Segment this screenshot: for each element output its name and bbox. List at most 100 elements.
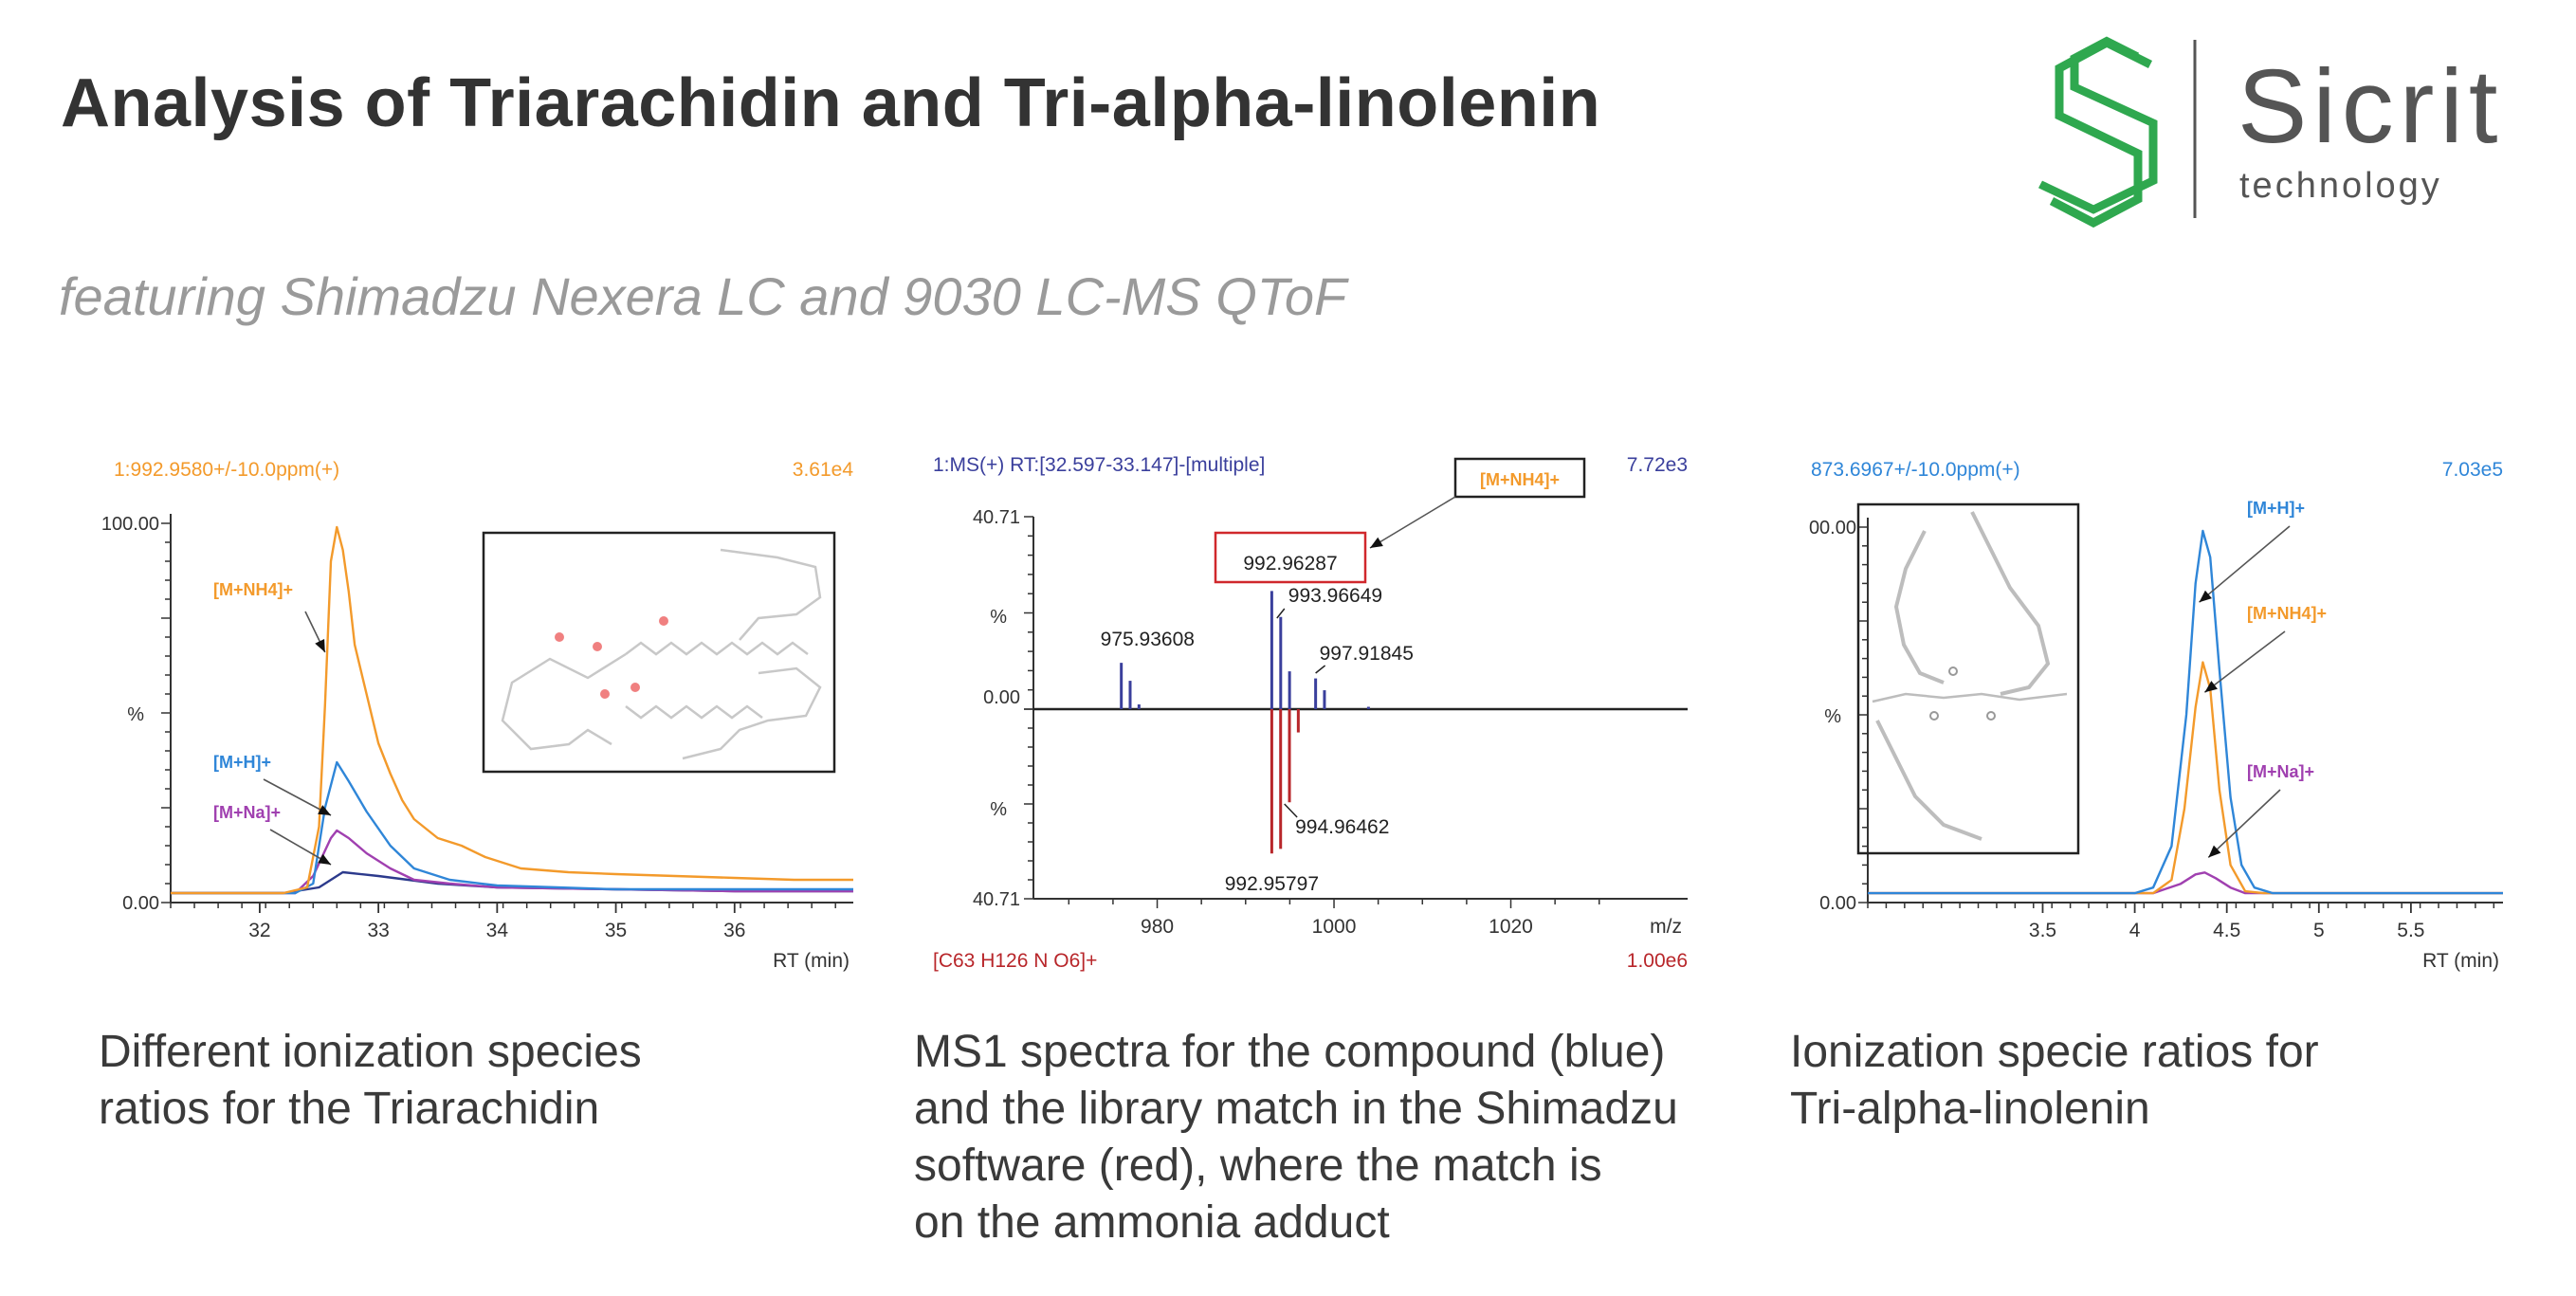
caption-line: on the ammonia adduct xyxy=(914,1197,1390,1248)
series-line--m-nh4- xyxy=(171,525,853,895)
fatty-chain xyxy=(720,548,822,641)
chart-triarachidin-xic: 1:992.9580+/-10.0ppm(+) 3.61e4 100.00 0.00%… xyxy=(101,459,854,972)
annotation-arrow-head xyxy=(315,639,325,652)
chart-panel-linolenin: 873.6967+/-10.0ppm(+) 7.03e5 00.00 0.00% 3.5… xyxy=(1754,446,2531,995)
oxygen-atom xyxy=(600,689,610,699)
series-line--m-na- xyxy=(1868,871,2503,895)
chart-header-left: 1:992.9580+/-10.0ppm(+) xyxy=(114,459,339,481)
y-tick-label-top: 00.00 xyxy=(1809,518,1856,538)
annotation-arrow xyxy=(2203,630,2286,693)
annotation-label: [M+NH4]+ xyxy=(1480,470,1560,489)
x-tick-label: 5.5 xyxy=(2397,920,2424,941)
annotation-label: [M+Na]+ xyxy=(213,803,281,822)
y-tick-label-zero: 0.00 xyxy=(983,687,1020,708)
fatty-chain xyxy=(501,652,627,751)
x-axis-label: RT (min) xyxy=(773,950,850,972)
fatty-chain xyxy=(1875,720,1982,841)
fatty-chain xyxy=(1893,530,1945,685)
caption-linolenin: Ionization specie ratios for Tri-alpha-l… xyxy=(1790,1024,2319,1138)
peak-label: 993.96649 xyxy=(1288,585,1382,607)
annotation-arrow xyxy=(263,778,332,816)
x-tick-label: 36 xyxy=(723,920,745,941)
chart-ms1-spectrum: 1:MS(+) RT:[32.597-33.147]-[multiple] 7.7… xyxy=(933,454,1688,972)
x-tick-label: 33 xyxy=(367,920,389,941)
chart-panel-ms1: 1:MS(+) RT:[32.597-33.147]-[multiple] 7.7… xyxy=(910,446,1707,995)
series-line--m-h- xyxy=(171,760,853,895)
annotation-arrow xyxy=(2199,525,2291,603)
y-tick-label-bottom: 0.00 xyxy=(1819,893,1856,914)
x-axis-label: m/z xyxy=(1650,916,1682,938)
page-subtitle: featuring Shimadzu Nexera LC and 9030 LC… xyxy=(59,266,1347,326)
logo-wordmark: Sicrit xyxy=(2238,48,2503,165)
y-axis-label: % xyxy=(127,704,144,725)
x-tick-label: 4.5 xyxy=(2213,920,2240,941)
annotation-arrow-head xyxy=(318,853,332,865)
annotation-arrow-head xyxy=(2208,845,2221,858)
fatty-chain xyxy=(1872,692,2068,703)
annotation-label: [M+Na]+ xyxy=(2247,762,2314,781)
caption-line: and the library match in the Shimadzu xyxy=(914,1084,1678,1134)
oxygen-atom xyxy=(1986,711,1996,721)
peak-label-leader xyxy=(1315,665,1326,674)
peak-label: 975.93608 xyxy=(1101,629,1195,650)
x-axis-label: RT (min) xyxy=(2422,950,2499,972)
annotation-label: [M+H]+ xyxy=(2247,499,2305,518)
peak-label-leader xyxy=(1276,608,1286,619)
fatty-chain xyxy=(1970,511,2051,696)
peak-label: 994.96462 xyxy=(1295,816,1389,838)
chart-header-right: 3.61e4 xyxy=(793,459,854,481)
series-line--m-nh4- xyxy=(1868,661,2503,895)
y-tick-label-bottom: 0.00 xyxy=(122,893,159,914)
oxygen-atom xyxy=(630,683,640,692)
y-tick-label-top: 40.71 xyxy=(973,507,1020,528)
structure-box xyxy=(1856,502,2080,855)
series-line--m-na- xyxy=(171,829,853,895)
caption-line: Tri-alpha-linolenin xyxy=(1790,1084,2150,1134)
chart-footer-left: [C63 H126 N O6]+ xyxy=(933,950,1097,972)
chart-header-right: 7.72e3 xyxy=(1627,454,1688,476)
annotation-arrow xyxy=(2207,789,2281,859)
caption-line: Ionization specie ratios for xyxy=(1790,1027,2319,1077)
structure-box xyxy=(482,531,836,774)
x-tick-label: 5 xyxy=(2313,920,2325,941)
annotation-box xyxy=(1453,457,1586,499)
x-tick-label: 1020 xyxy=(1489,916,1533,938)
structure-inset xyxy=(1856,502,2080,855)
logo-tagline: technology xyxy=(2239,166,2442,206)
caption-ms1: MS1 spectra for the compound (blue) and … xyxy=(914,1024,1678,1251)
oxygen-atom xyxy=(593,642,602,651)
y-axis-label-bottom: % xyxy=(990,799,1007,820)
peak-label: 992.95797 xyxy=(1225,873,1319,895)
company-logo: Sicrit technology xyxy=(2037,28,2569,228)
page-title: Analysis of Triarachidin and Tri-alpha-l… xyxy=(61,65,1601,141)
annotation-label: [M+NH4]+ xyxy=(213,580,293,599)
fatty-chain xyxy=(625,704,763,720)
sicrit-s-logo-icon: Sicrit technology xyxy=(2037,36,2503,228)
x-tick-label: 32 xyxy=(248,920,270,941)
chart-footer-right: 1.00e6 xyxy=(1627,950,1688,972)
y-axis-label-top: % xyxy=(990,607,1007,628)
highlight-box xyxy=(1214,531,1367,584)
structure-inset xyxy=(482,531,836,774)
peak-label-highlighted: 992.96287 xyxy=(1243,553,1337,575)
chart-header-left: 873.6967+/-10.0ppm(+) xyxy=(1811,459,2020,481)
x-tick-label: 3.5 xyxy=(2029,920,2056,941)
x-tick-label: 35 xyxy=(605,920,627,941)
annotation-arrow xyxy=(1369,496,1456,549)
oxygen-atom xyxy=(1929,711,1939,721)
caption-line: Different ionization species xyxy=(99,1027,642,1077)
chart-header-right: 7.03e5 xyxy=(2442,459,2503,481)
annotation-arrow-head xyxy=(1370,537,1383,548)
annotation-arrow-head xyxy=(2204,681,2218,693)
fatty-chain xyxy=(682,666,822,760)
oxygen-atom xyxy=(555,632,564,642)
annotation-label: [M+NH4]+ xyxy=(2247,604,2327,623)
oxygen-atom xyxy=(659,616,668,626)
x-tick-label: 1000 xyxy=(1312,916,1357,938)
chart-panel-triarachidin: 1:992.9580+/-10.0ppm(+) 3.61e4 100.00 0.00%… xyxy=(57,446,872,995)
caption-triarachidin: Different ionization species ratios for … xyxy=(99,1024,642,1138)
caption-line: MS1 spectra for the compound (blue) xyxy=(914,1027,1666,1077)
x-tick-label: 4 xyxy=(2129,920,2141,941)
annotation-label: [M+H]+ xyxy=(213,753,271,772)
y-axis-label: % xyxy=(1824,706,1841,727)
